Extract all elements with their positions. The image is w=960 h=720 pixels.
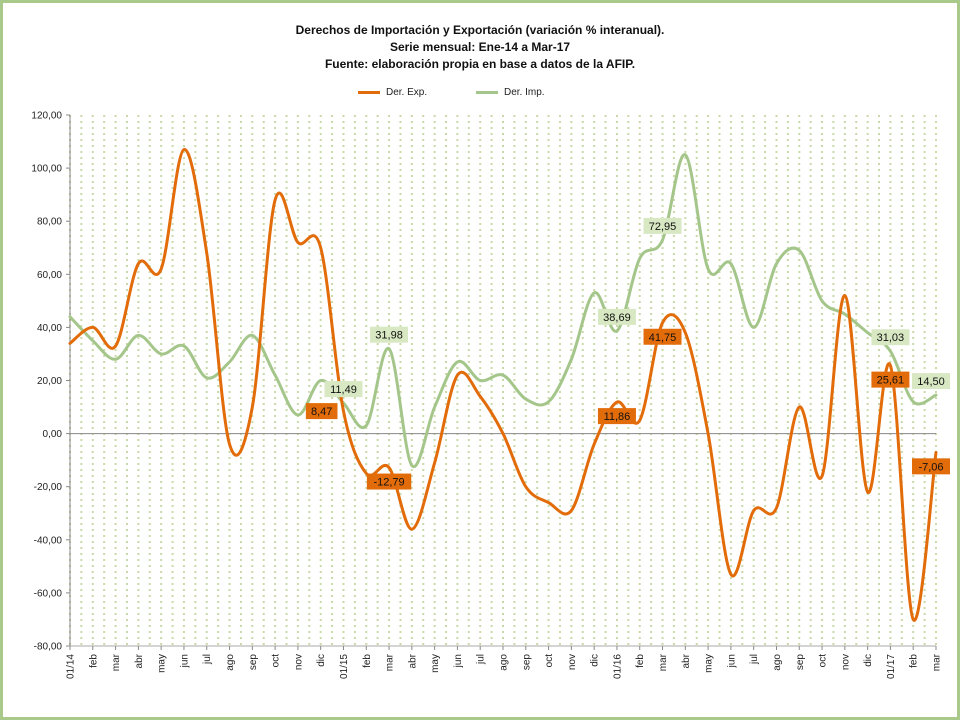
y-tick-label: 0,00: [43, 429, 63, 440]
x-tick-label: 01/16: [612, 654, 623, 679]
x-tick-label: mar: [932, 653, 943, 671]
data-label-bg-imp: [370, 326, 409, 343]
y-tick-label: 40,00: [37, 323, 62, 334]
x-tick-label: 01/14: [66, 654, 77, 679]
data-label-exp: -12,79: [373, 477, 404, 489]
x-tick-label: mar: [111, 653, 122, 671]
x-tick-label: feb: [635, 654, 646, 668]
y-tick-label: -80,00: [34, 642, 63, 653]
title-line-3: Fuente: elaboración propia en base a dat…: [324, 57, 636, 71]
y-tick-label: 20,00: [37, 376, 62, 387]
x-tick-label: ago: [225, 654, 236, 671]
data-label-imp: 38,69: [603, 312, 631, 324]
x-tick-label: may: [704, 654, 715, 673]
legend-item-exp: Der. Exp.: [358, 87, 427, 98]
data-label-bg-imp: [324, 381, 363, 398]
data-label-bg-imp: [912, 373, 950, 390]
data-label-exp: 25,61: [877, 375, 905, 387]
x-tick-label: 01/15: [339, 654, 350, 679]
x-tick-label: abr: [407, 653, 418, 668]
x-tick-label: jul: [749, 654, 760, 665]
data-label-exp: 41,75: [649, 332, 677, 344]
y-tick-label: 80,00: [37, 217, 62, 228]
data-label-bg-imp: [643, 217, 682, 234]
data-label-bg-exp: [912, 458, 950, 475]
data-label-imp: 11,49: [330, 384, 357, 396]
legend-item-imp: Der. Imp.: [476, 87, 545, 98]
data-label-bg-exp: [305, 403, 338, 420]
legend-label-exp: Der. Exp.: [386, 87, 428, 98]
data-label-bg-exp: [366, 473, 412, 490]
data-label-exp: 11,86: [604, 411, 631, 423]
x-tick-label: feb: [362, 654, 373, 668]
x-tick-label: jun: [179, 654, 190, 668]
legend-label-imp: Der. Imp.: [504, 87, 545, 98]
x-tick-label: nov: [293, 654, 304, 670]
x-tick-label: sep: [795, 654, 806, 671]
series-line-exp: [68, 148, 938, 622]
y-tick-label: -40,00: [34, 535, 63, 546]
x-tick-label: oct: [271, 654, 282, 668]
data-label-bg-imp: [871, 329, 910, 346]
x-tick-label: may: [430, 654, 441, 673]
x-tick-label: oct: [544, 654, 555, 668]
data-label-bg-imp: [597, 308, 636, 325]
x-tick-label: dic: [590, 654, 601, 667]
x-tick-label: may: [157, 654, 168, 673]
y-tick-label: 100,00: [31, 164, 62, 175]
data-label-bg-exp: [643, 328, 682, 345]
data-label-imp: 31,03: [877, 332, 905, 344]
x-tick-label: jul: [476, 654, 487, 665]
data-label-bg-exp: [597, 408, 636, 425]
title-line-1: Derechos de Importación y Exportación (v…: [295, 23, 665, 37]
chart-title: Derechos de Importación y Exportación (v…: [0, 22, 960, 73]
data-label-exp: 8,47: [311, 406, 332, 418]
x-tick-label: jul: [202, 654, 213, 665]
data-label-bg-exp: [871, 371, 910, 388]
x-tick-label: jun: [453, 654, 464, 668]
data-label-exp: -7,06: [918, 461, 943, 473]
x-tick-label: mar: [658, 653, 669, 671]
x-tick-label: feb: [909, 654, 920, 668]
x-tick-label: nov: [840, 654, 851, 670]
x-tick-label: mar: [385, 653, 396, 671]
legend-swatch-imp: [476, 91, 498, 94]
x-tick-label: nov: [567, 654, 578, 670]
data-label-imp: 72,95: [649, 221, 677, 233]
x-tick-label: feb: [88, 654, 99, 668]
x-tick-label: abr: [681, 653, 692, 668]
x-tick-label: 01/17: [886, 654, 897, 679]
x-tick-label: abr: [134, 653, 145, 668]
x-tick-label: ago: [772, 654, 783, 671]
y-tick-label: -20,00: [34, 482, 63, 493]
y-tick-label: 120,00: [31, 111, 62, 122]
x-tick-label: jun: [726, 654, 737, 668]
title-line-2: Serie mensual: Ene-14 a Mar-17: [389, 40, 571, 54]
y-tick-label: 60,00: [37, 270, 62, 281]
legend-swatch-exp: [358, 91, 380, 94]
data-label-imp: 14,50: [917, 376, 945, 388]
x-tick-label: sep: [248, 654, 259, 671]
y-tick-label: -60,00: [34, 588, 63, 599]
x-tick-label: dic: [863, 654, 874, 667]
x-tick-label: sep: [521, 654, 532, 671]
x-tick-label: dic: [316, 654, 327, 667]
x-tick-label: oct: [818, 654, 829, 668]
data-label-imp: 31,98: [375, 330, 403, 342]
x-tick-label: ago: [499, 654, 510, 671]
series-line-imp: [68, 153, 938, 469]
